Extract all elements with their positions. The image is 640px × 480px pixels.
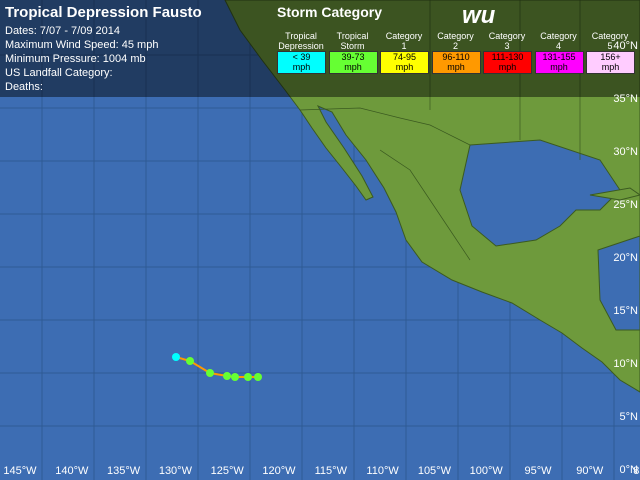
latitude-label: 30°N [613, 146, 638, 158]
legend-name: Tropical Depression [278, 31, 324, 51]
longitude-label: 115°W [314, 465, 347, 477]
legend-unit: mph [601, 62, 620, 72]
latitude-label: 35°N [613, 93, 638, 105]
legend-swatch: 74-95 mph [380, 51, 429, 74]
legend-range: 96-110 [442, 52, 470, 62]
cuba [589, 187, 640, 201]
latitude-label: 5°N [619, 411, 638, 423]
detail-line: Maximum Wind Speed: 45 mph [5, 39, 159, 51]
land [224, 0, 640, 393]
legend-name: Category 4 [540, 31, 577, 51]
legend-swatch: 111-130 mph [483, 51, 532, 74]
longitude-label: 95°W [524, 465, 552, 477]
legend-unit: mph [395, 62, 414, 72]
track-point [231, 373, 239, 381]
legend-range: < 39 [292, 52, 311, 62]
legend-name: Category 3 [488, 31, 526, 51]
longitude-label: 130°W [158, 465, 192, 477]
longitude-label: 105°W [417, 465, 451, 477]
legend-range: 156+ [600, 52, 621, 62]
latitude-label: 20°N [613, 252, 638, 264]
latitude-label: 0°N [619, 464, 638, 476]
storm-details: Dates: 7/07 - 7/09 2014 Maximum Wind Spee… [5, 24, 158, 94]
legend-range: 111-130 [491, 52, 524, 62]
legend-name: Category 2 [437, 31, 474, 51]
legend-unit: mph [344, 62, 362, 72]
legend-unit: mph [498, 62, 517, 72]
latitude-label: 10°N [613, 358, 638, 370]
longitude-label: 120°W [262, 465, 296, 477]
legend-name: Category 1 [385, 31, 423, 51]
legend-title: Storm Category [277, 4, 383, 20]
longitude-label: 90°W [576, 465, 604, 477]
longitude-label: 140°W [55, 465, 89, 477]
longitude-label: 135°W [107, 465, 141, 477]
legend-swatch: 131-155 mph [534, 51, 584, 74]
track-point [254, 373, 262, 381]
detail-line: US Landfall Category: [5, 67, 113, 79]
track-point [223, 372, 231, 380]
legend-swatch: 96-110 mph [431, 51, 481, 74]
latitude-label: 15°N [613, 305, 638, 317]
legend-name: Tropical Storm [336, 31, 369, 51]
detail-line: Dates: 7/07 - 7/09 2014 [5, 25, 120, 37]
longitude-label: 125°W [210, 465, 244, 477]
legend-unit: mph [550, 62, 568, 72]
legend-swatch: < 39 mph [277, 51, 326, 74]
legend-range: 131-155 [542, 52, 576, 62]
longitude-label: 85° [633, 465, 640, 477]
storm-title: Tropical Depression Fausto [5, 4, 202, 21]
track-point [172, 353, 180, 361]
longitude-label: 100°W [469, 465, 503, 477]
caribbean-sea [597, 235, 640, 331]
longitude-label: 110°W [366, 465, 399, 477]
borders [299, 0, 581, 261]
track-point [206, 369, 214, 377]
legend-name: Category 5 [591, 31, 629, 51]
longitude-label: 145°W [3, 465, 37, 477]
legend-unit: mph [292, 62, 311, 72]
gulf-of-mexico [459, 139, 621, 247]
storm-track [172, 353, 262, 381]
detail-line: Minimum Pressure: 1004 mb [5, 53, 146, 65]
latitude-label: 40°N [613, 40, 638, 52]
legend-range: 74-95 [392, 52, 417, 62]
track-point [186, 357, 194, 365]
detail-line: Deaths: [5, 81, 43, 93]
legend-swatch: 156+ mph [586, 51, 635, 74]
legend-range: 39-73 [341, 52, 365, 62]
header-band [0, 0, 640, 97]
logo: wu [462, 2, 496, 29]
legend-swatch: 39-73 mph [328, 51, 378, 74]
legend-unit: mph [447, 62, 465, 72]
track-point [244, 373, 252, 381]
latitude-label: 25°N [613, 199, 638, 211]
